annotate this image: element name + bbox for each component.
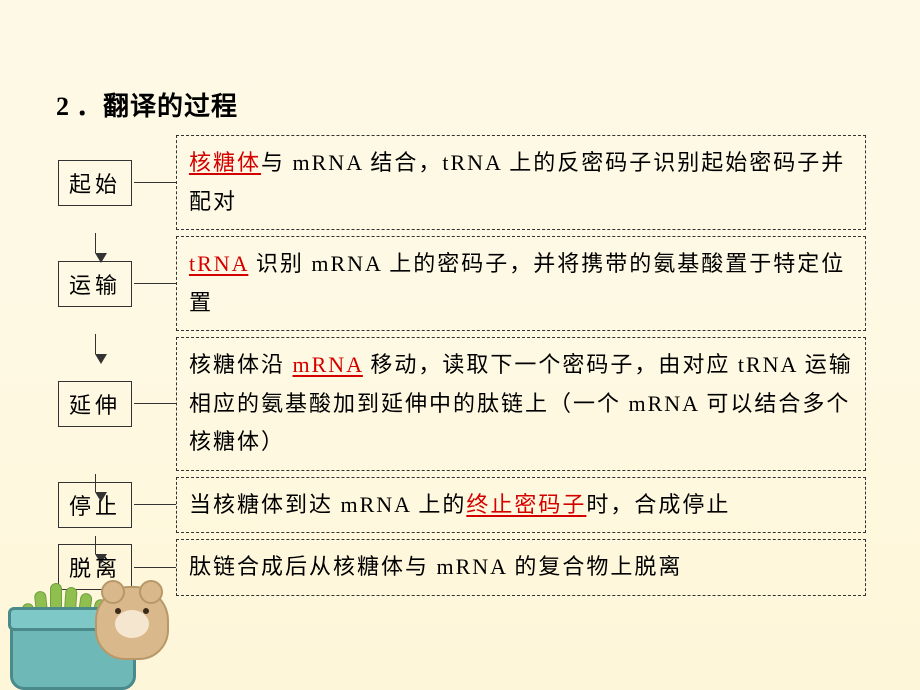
flow-row-elongation: 延伸 核糖体沿 mRNA 移动，读取下一个密码子，由对应 tRNA 运输相应的氨… — [56, 337, 866, 471]
desc-release: 肽链合成后从核糖体与 mRNA 的复合物上脱离 — [176, 539, 866, 596]
stage-box-elongation: 延伸 — [58, 381, 132, 427]
flow-row-release: 脱离 肽链合成后从核糖体与 mRNA 的复合物上脱离 — [56, 539, 866, 596]
connector-h — [134, 283, 176, 284]
desc-text: 当核糖体到达 mRNA 上的 — [189, 492, 466, 517]
desc-initiation: 核糖体与 mRNA 结合，tRNA 上的反密码子识别起始密码子并配对 — [176, 135, 866, 230]
connector-h — [134, 403, 176, 404]
connector-h — [134, 182, 176, 183]
connector-h — [134, 567, 176, 568]
highlight-mrna: mRNA — [293, 352, 363, 377]
connector-h — [134, 504, 176, 505]
stage-box-release: 脱离 — [58, 544, 132, 590]
section-title: 2．翻译的过程 — [56, 86, 238, 123]
highlight-ribosome: 核糖体 — [189, 150, 261, 175]
highlight-stop-codon: 终止密码子 — [466, 492, 586, 517]
flow-row-transport: 运输 tRNA 识别 mRNA 上的密码子，并将携带的氨基酸置于特定位置 — [56, 236, 866, 331]
desc-termination: 当核糖体到达 mRNA 上的终止密码子时，合成停止 — [176, 477, 866, 534]
desc-text: 时，合成停止 — [586, 492, 730, 517]
title-number: 2 — [56, 92, 70, 121]
title-text: 翻译的过程 — [103, 91, 238, 121]
desc-text: 核糖体沿 — [189, 352, 293, 377]
bear-icon — [95, 586, 169, 660]
flow-row-initiation: 起始 核糖体与 mRNA 结合，tRNA 上的反密码子识别起始密码子并配对 — [56, 135, 866, 230]
flowerpot-icon — [10, 614, 136, 690]
translation-flowchart: 起始 核糖体与 mRNA 结合，tRNA 上的反密码子识别起始密码子并配对 运输… — [56, 135, 866, 596]
stage-box-termination: 停止 — [58, 482, 132, 528]
desc-transport: tRNA 识别 mRNA 上的密码子，并将携带的氨基酸置于特定位置 — [176, 236, 866, 331]
title-sep: ． — [76, 91, 103, 121]
flow-row-termination: 停止 当核糖体到达 mRNA 上的终止密码子时，合成停止 — [56, 477, 866, 534]
highlight-trna: tRNA — [189, 251, 248, 276]
desc-text: 识别 mRNA 上的密码子，并将携带的氨基酸置于特定位置 — [189, 251, 845, 315]
desc-elongation: 核糖体沿 mRNA 移动，读取下一个密码子，由对应 tRNA 运输相应的氨基酸加… — [176, 337, 866, 471]
desc-text: 与 mRNA 结合，tRNA 上的反密码子识别起始密码子并配对 — [189, 150, 845, 214]
stage-box-transport: 运输 — [58, 261, 132, 307]
stage-box-initiation: 起始 — [58, 160, 132, 206]
